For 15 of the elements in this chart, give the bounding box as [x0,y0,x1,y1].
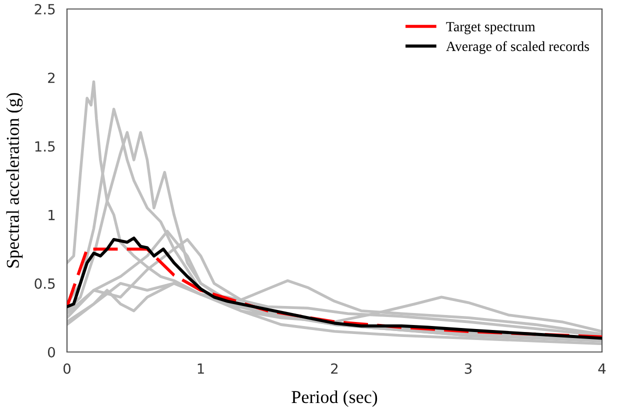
x-tick-label: 2 [331,363,338,374]
x-axis-title: Period (sec) [292,390,378,407]
x-tick-label: 4 [598,364,606,374]
y-tick-label: 1.5 [35,141,55,152]
legend-label: Average of scaled records [446,41,589,54]
y-axis-title: Spectral acceleration (g) [6,93,23,268]
x-tick-label: 0 [63,363,70,374]
x-tick-label: 1 [198,364,204,374]
y-tick-label: 0.5 [34,278,55,289]
y-tick-label: 2 [48,72,54,83]
y-tick-label: 0 [48,346,55,358]
y-tick-label: 1 [48,210,55,220]
legend-label: Target spectrum [446,22,536,34]
y-tick-label: 2.5 [34,4,55,14]
x-tick-label: 3 [464,363,472,374]
